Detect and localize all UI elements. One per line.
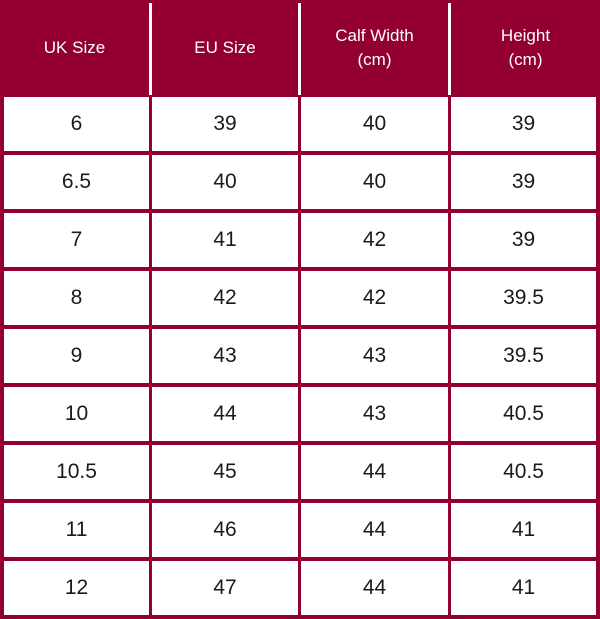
cell-eu-size: 43	[152, 329, 298, 383]
header-calf-width-label: Calf Width	[335, 26, 414, 45]
table-row: 11 46 44 41	[0, 503, 600, 557]
cell-calf-width: 43	[301, 387, 448, 441]
header-eu-size: EU Size	[152, 0, 298, 96]
cell-uk-size: 10.5	[4, 445, 149, 499]
cell-calf-width: 40	[301, 155, 448, 209]
cell-uk-size: 10	[4, 387, 149, 441]
cell-height: 39.5	[451, 271, 596, 325]
cell-calf-width: 44	[301, 503, 448, 557]
header-height-unit: (cm)	[508, 50, 543, 69]
cell-height: 40.5	[451, 387, 596, 441]
header-height-label: Height	[500, 26, 551, 45]
table-row: 6 39 40 39	[0, 97, 600, 151]
header-divider	[298, 3, 301, 95]
header-height: Height (cm)	[451, 0, 600, 96]
header-calf-width: Calf Width (cm)	[301, 0, 448, 96]
cell-calf-width: 42	[301, 271, 448, 325]
cell-eu-size: 45	[152, 445, 298, 499]
table-row: 12 47 44 41	[0, 561, 600, 615]
cell-calf-width: 44	[301, 561, 448, 615]
cell-eu-size: 47	[152, 561, 298, 615]
cell-uk-size: 8	[4, 271, 149, 325]
header-divider	[448, 3, 451, 95]
table-row: 6.5 40 40 39	[0, 155, 600, 209]
header-uk-size-label: UK Size	[43, 38, 106, 57]
cell-calf-width: 44	[301, 445, 448, 499]
cell-uk-size: 12	[4, 561, 149, 615]
cell-uk-size: 9	[4, 329, 149, 383]
cell-height: 39	[451, 97, 596, 151]
cell-uk-size: 6.5	[4, 155, 149, 209]
cell-calf-width: 43	[301, 329, 448, 383]
cell-eu-size: 46	[152, 503, 298, 557]
cell-height: 41	[451, 561, 596, 615]
cell-calf-width: 42	[301, 213, 448, 267]
table-row: 7 41 42 39	[0, 213, 600, 267]
header-divider	[149, 3, 152, 95]
table-row: 8 42 42 39.5	[0, 271, 600, 325]
cell-eu-size: 39	[152, 97, 298, 151]
cell-height: 39	[451, 155, 596, 209]
cell-height: 39	[451, 213, 596, 267]
cell-height: 40.5	[451, 445, 596, 499]
cell-uk-size: 7	[4, 213, 149, 267]
table-row: 10.5 45 44 40.5	[0, 445, 600, 499]
table-row: 10 44 43 40.5	[0, 387, 600, 441]
header-uk-size: UK Size	[0, 0, 149, 96]
header-calf-width-unit: (cm)	[357, 50, 392, 69]
table-header-row: UK Size EU Size Calf Width (cm) Height (…	[0, 0, 600, 96]
cell-calf-width: 40	[301, 97, 448, 151]
cell-uk-size: 11	[4, 503, 149, 557]
cell-eu-size: 40	[152, 155, 298, 209]
cell-eu-size: 42	[152, 271, 298, 325]
cell-eu-size: 44	[152, 387, 298, 441]
cell-uk-size: 6	[4, 97, 149, 151]
cell-eu-size: 41	[152, 213, 298, 267]
header-eu-size-label: EU Size	[194, 38, 256, 57]
cell-height: 41	[451, 503, 596, 557]
cell-height: 39.5	[451, 329, 596, 383]
table-row: 9 43 43 39.5	[0, 329, 600, 383]
